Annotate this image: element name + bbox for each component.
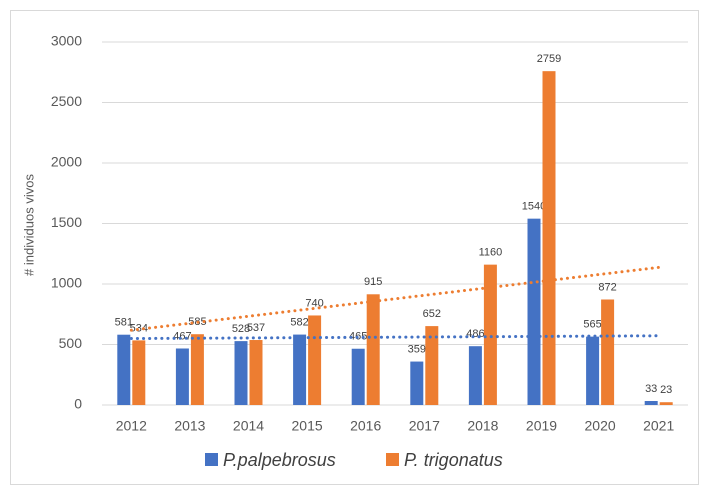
value-label: 359 [408,343,426,355]
x-tick-label: 2013 [174,418,205,434]
y-axis-label: # individuos vivos [21,174,36,276]
bar [527,218,541,405]
y-tick-label: 0 [74,396,82,412]
value-label: 582 [290,316,308,328]
bar [366,294,380,405]
y-tick-label: 2000 [51,154,82,170]
value-label: 528 [232,323,250,335]
x-tick-label: 2019 [526,418,557,434]
bar [644,401,658,405]
y-tick-label: 2500 [51,93,82,109]
bar [132,340,146,405]
bar [293,334,307,405]
x-tick-label: 2012 [116,418,147,434]
value-label: 565 [583,319,601,331]
x-tick-label: 2016 [350,418,381,434]
bar [601,299,615,405]
value-label: 652 [423,308,441,320]
value-label: 537 [247,322,265,334]
bar [483,264,497,405]
legend-swatch [386,453,399,466]
bar [468,346,482,405]
value-label: 1540 [522,201,546,213]
trendline [129,334,661,341]
bar [586,336,600,405]
legend-label: P.palpebrosus [223,450,336,470]
x-tick-label: 2018 [467,418,498,434]
bar [659,402,673,405]
x-tick-label: 2017 [409,418,440,434]
bar [542,71,556,405]
x-tick-label: 2015 [292,418,323,434]
value-label: 33 [645,383,657,395]
value-label: 740 [305,297,323,309]
bar [351,348,365,405]
value-label: 467 [173,330,191,342]
x-tick-label: 2014 [233,418,264,434]
legend-swatch [205,453,218,466]
y-tick-label: 1000 [51,275,82,291]
bar [249,340,263,405]
value-label: 534 [130,322,148,334]
y-tick-label: 1500 [51,214,82,230]
value-label: 23 [660,384,672,396]
value-label: 915 [364,276,382,288]
value-label: 486 [466,328,484,340]
value-label: 581 [115,317,133,329]
bar [425,326,439,405]
legend-label: P. trigonatus [404,450,503,470]
chart-border [10,10,699,485]
bar [410,361,424,405]
bar [117,334,131,405]
value-label: 1160 [479,247,503,259]
bar [308,315,322,405]
bar [175,348,189,405]
x-tick-label: 2021 [643,418,674,434]
value-label: 2759 [537,53,561,65]
bar [234,341,248,405]
x-tick-label: 2020 [585,418,616,434]
value-label: 872 [598,281,616,293]
y-tick-label: 3000 [51,33,82,49]
y-tick-label: 500 [59,335,83,351]
bar [190,334,204,405]
